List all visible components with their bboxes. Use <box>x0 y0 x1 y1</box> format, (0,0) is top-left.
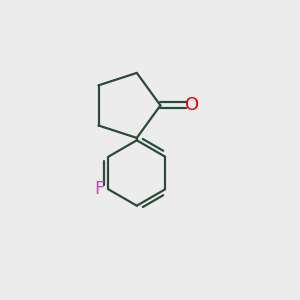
Text: O: O <box>185 96 199 114</box>
Text: F: F <box>94 180 104 198</box>
